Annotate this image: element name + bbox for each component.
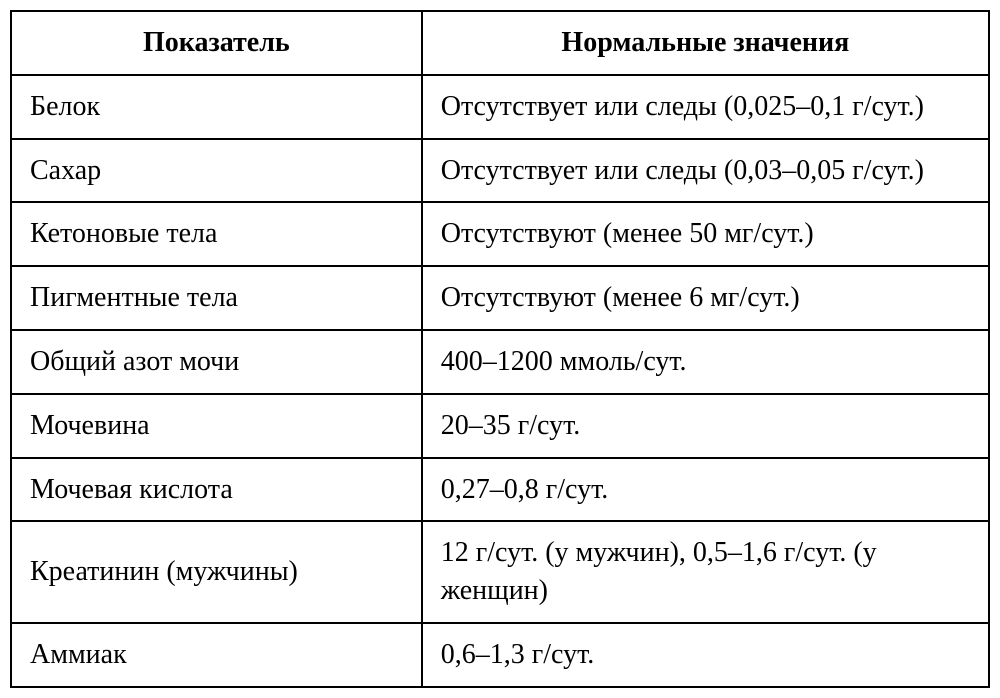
value-cell: 0,27–0,8 г/сут.	[422, 458, 989, 522]
value-cell: 20–35 г/сут.	[422, 394, 989, 458]
value-cell: 400–1200 ммоль/сут.	[422, 330, 989, 394]
indicator-cell: Кетоновые тела	[11, 202, 422, 266]
table-row: Мочевина 20–35 г/сут.	[11, 394, 989, 458]
indicator-cell: Белок	[11, 75, 422, 139]
value-cell: 0,6–1,3 г/сут.	[422, 623, 989, 687]
table-row: Кетоновые тела Отсутствуют (менее 50 мг/…	[11, 202, 989, 266]
value-cell: Отсутствует или следы (0,025–0,1 г/сут.)	[422, 75, 989, 139]
indicator-cell: Пигментные тела	[11, 266, 422, 330]
indicator-cell: Общий азот мочи	[11, 330, 422, 394]
value-cell: Отсутствуют (менее 6 мг/сут.)	[422, 266, 989, 330]
indicator-cell: Креатинин (мужчины)	[11, 521, 422, 623]
table-row: Общий азот мочи 400–1200 ммоль/сут.	[11, 330, 989, 394]
table-row: Сахар Отсутствует или следы (0,03–0,05 г…	[11, 139, 989, 203]
reference-values-table: Показатель Нормальные значения Белок Отс…	[10, 10, 990, 688]
header-indicator: Показатель	[11, 11, 422, 75]
value-cell: Отсутствует или следы (0,03–0,05 г/сут.)	[422, 139, 989, 203]
indicator-cell: Мочевина	[11, 394, 422, 458]
table-row: Пигментные тела Отсутствуют (менее 6 мг/…	[11, 266, 989, 330]
table-row: Креатинин (мужчины) 12 г/сут. (у мужчин)…	[11, 521, 989, 623]
table-header-row: Показатель Нормальные значения	[11, 11, 989, 75]
table-row: Белок Отсутствует или следы (0,025–0,1 г…	[11, 75, 989, 139]
indicator-cell: Сахар	[11, 139, 422, 203]
table-row: Аммиак 0,6–1,3 г/сут.	[11, 623, 989, 687]
indicator-cell: Мочевая кислота	[11, 458, 422, 522]
indicator-cell: Аммиак	[11, 623, 422, 687]
header-normal-values: Нормальные значения	[422, 11, 989, 75]
value-cell: Отсутствуют (менее 50 мг/сут.)	[422, 202, 989, 266]
table-row: Мочевая кислота 0,27–0,8 г/сут.	[11, 458, 989, 522]
value-cell: 12 г/сут. (у мужчин), 0,5–1,6 г/сут. (у …	[422, 521, 989, 623]
